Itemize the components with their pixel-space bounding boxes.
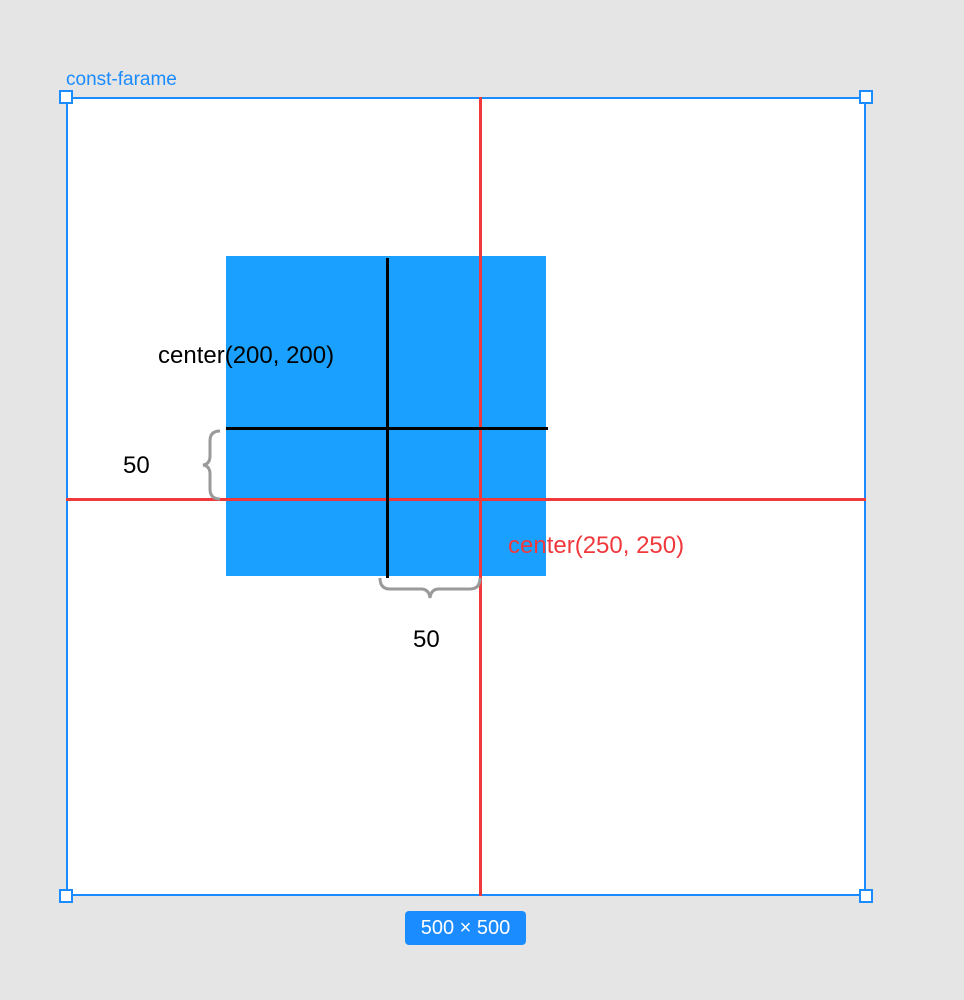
frame-horizontal-center-guide (66, 498, 866, 501)
square-vertical-center-guide (386, 258, 389, 578)
horizontal-offset-brace (378, 577, 482, 599)
square-horizontal-center-guide (226, 427, 548, 430)
resize-handle-bottom-left[interactable] (59, 889, 73, 903)
inner-center-label: center(200, 200) (158, 342, 335, 369)
frame-vertical-center-guide (479, 97, 482, 896)
frame-size-badge: 500 × 500 (405, 911, 526, 945)
outer-center-label: center(250, 250) (508, 532, 685, 559)
resize-handle-top-left[interactable] (59, 90, 73, 104)
resize-handle-bottom-right[interactable] (859, 889, 873, 903)
frame-name-label[interactable]: const-farame (66, 69, 177, 90)
horizontal-offset-label: 50 (413, 626, 440, 653)
vertical-offset-label: 50 (123, 452, 150, 479)
resize-handle-top-right[interactable] (859, 90, 873, 104)
vertical-offset-brace (202, 429, 221, 501)
